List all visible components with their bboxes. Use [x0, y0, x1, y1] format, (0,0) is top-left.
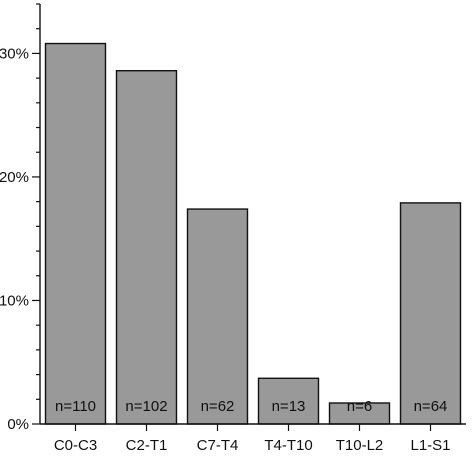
bar-count-label: n=110: [55, 398, 96, 415]
y-axis-ticks: 0% 10% 20% 30%: [0, 3, 432, 433]
bar: [399, 202, 462, 425]
y-tick-label: 30%: [0, 45, 29, 62]
labels: C0-C3 n=110 C2-T1 n=102 C7-T4 n=62 T4-T10 n=13 T…: [54, 398, 451, 454]
bar-count-label: n=13: [272, 398, 306, 415]
x-category-label: C7-T4: [197, 437, 239, 454]
bar: [115, 70, 178, 425]
bar: [186, 208, 249, 425]
x-category-label: C2-T1: [126, 437, 168, 454]
bar-count-label: n=64: [414, 398, 448, 415]
bars: [44, 42, 462, 425]
bar-count-label: n=6: [347, 398, 372, 415]
y-tick-label: 0%: [7, 416, 29, 433]
x-category-label: L1-S1: [410, 437, 450, 454]
x-category-label: C0-C3: [54, 437, 97, 454]
bar-count-label: n=62: [201, 398, 235, 415]
bar-count-label: n=102: [125, 398, 167, 415]
bar: [44, 42, 107, 425]
x-category-label: T10-L2: [336, 437, 384, 454]
y-tick-label: 10%: [0, 292, 29, 309]
x-category-label: T4-T10: [264, 437, 312, 454]
y-tick-label: 20%: [0, 169, 29, 186]
